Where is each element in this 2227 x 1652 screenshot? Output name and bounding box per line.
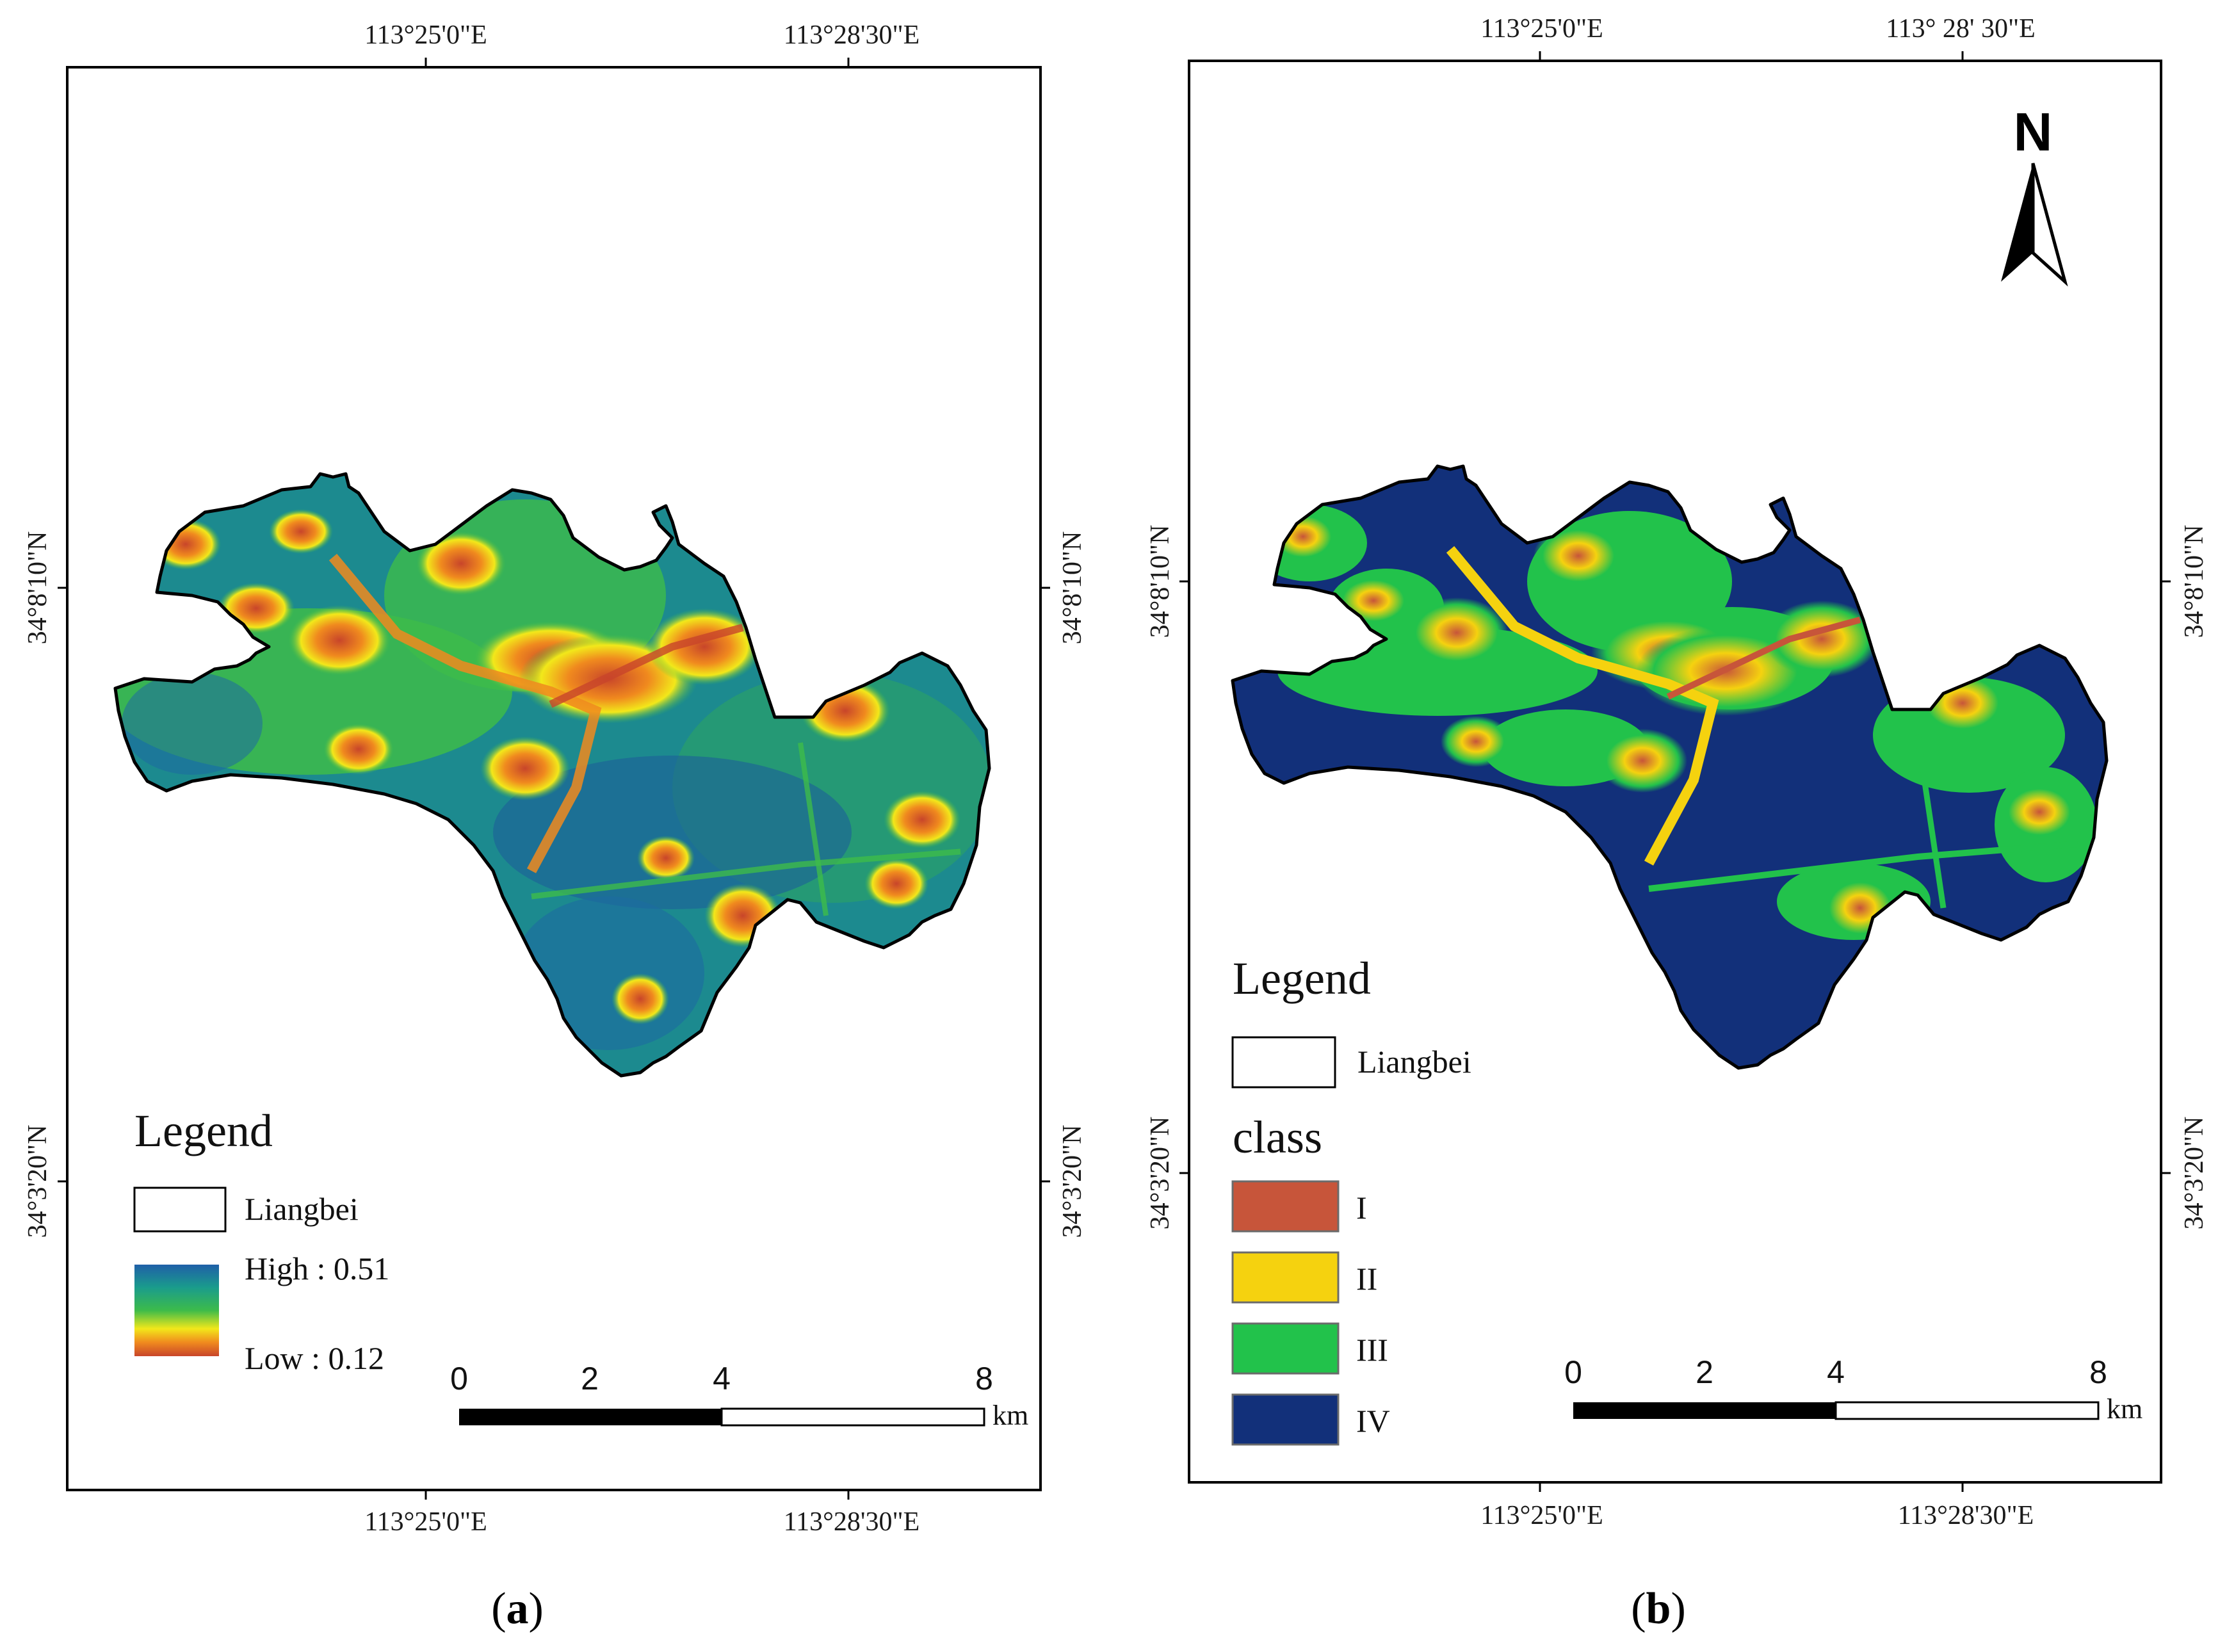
scale-tick-4: 4 bbox=[713, 1361, 731, 1397]
panel-b-label: (b) bbox=[1631, 1584, 1686, 1633]
bottom-lon-label-1: 113°25'0"E bbox=[364, 1507, 487, 1537]
legend-high-label: High : 0.51 bbox=[245, 1251, 389, 1286]
scale-tick-8: 8 bbox=[975, 1361, 993, 1397]
left-lat-label-2: 34°3'20"N bbox=[23, 1125, 53, 1238]
bottom-lon-label-2: 113°28'30"E bbox=[784, 1507, 920, 1537]
panel-b-scale-bar: 0 2 4 8 km bbox=[1564, 1354, 2142, 1425]
scale-segment-white bbox=[1834, 1401, 2100, 1420]
right-lat-label-2: 34°3'20"N bbox=[2180, 1117, 2209, 1230]
scale-tick-0: 0 bbox=[1564, 1354, 1582, 1390]
legend-low-label: Low : 0.12 bbox=[245, 1340, 384, 1376]
legend-boundary-swatch bbox=[133, 1186, 227, 1233]
scale-segment-black bbox=[1573, 1402, 1836, 1419]
legend-class-label-3: III bbox=[1356, 1332, 1388, 1368]
scale-segment-black bbox=[459, 1409, 722, 1425]
panel-a: 113°25'0"E 113°28'30"E 113°25'0"E 113°28… bbox=[23, 20, 1087, 1633]
legend-title: Legend bbox=[1233, 953, 1371, 1004]
legend-class-label-1: I bbox=[1356, 1190, 1367, 1226]
scale-unit: km bbox=[2107, 1393, 2142, 1425]
panel-a-legend: Legend Liangbei High : 0.51 Low : 0.12 bbox=[133, 1105, 389, 1376]
north-arrow-icon: N bbox=[2001, 102, 2068, 287]
right-lat-label-1: 34°8'10"N bbox=[2180, 525, 2209, 638]
scale-tick-4: 4 bbox=[1827, 1354, 1845, 1390]
left-lat-label-1: 34°8'10"N bbox=[23, 531, 53, 645]
legend-class-label-4: IV bbox=[1356, 1403, 1390, 1439]
legend-class-swatch-3 bbox=[1231, 1322, 1340, 1375]
scale-segment-white bbox=[720, 1407, 985, 1427]
legend-boundary-label: Liangbei bbox=[1357, 1044, 1471, 1080]
legend-boundary-swatch bbox=[1231, 1036, 1336, 1089]
north-arrow-label: N bbox=[2014, 102, 2053, 162]
panel-a-label: (a) bbox=[491, 1584, 544, 1633]
right-lat-label-1: 34°8'10"N bbox=[1058, 531, 1087, 645]
left-lat-label-2: 34°3'20"N bbox=[1146, 1117, 1175, 1230]
legend-class-swatch-1 bbox=[1231, 1180, 1340, 1233]
scale-unit: km bbox=[992, 1400, 1028, 1431]
scale-tick-2: 2 bbox=[1696, 1354, 1713, 1390]
left-lat-label-1: 34°8'10"N bbox=[1146, 525, 1175, 638]
top-lon-label-2: 113°28'30"E bbox=[784, 20, 920, 50]
legend-class-title: class bbox=[1233, 1112, 1322, 1163]
scale-tick-0: 0 bbox=[450, 1361, 468, 1397]
top-lon-label-1: 113°25'0"E bbox=[364, 20, 487, 50]
panel-b: 113°25'0"E 113° 28' 30"E 113°25'0"E 113°… bbox=[1146, 14, 2209, 1633]
legend-class-swatch-2 bbox=[1231, 1251, 1340, 1304]
scale-tick-8: 8 bbox=[2089, 1354, 2107, 1390]
legend-boundary-label: Liangbei bbox=[245, 1191, 359, 1227]
legend-class-label-2: II bbox=[1356, 1261, 1377, 1297]
bottom-lon-label-2: 113°28'30"E bbox=[1898, 1501, 2034, 1530]
panel-a-scale-bar: 0 2 4 8 km bbox=[450, 1361, 1028, 1431]
bottom-lon-label-1: 113°25'0"E bbox=[1480, 1501, 1603, 1530]
top-lon-label-2: 113° 28' 30"E bbox=[1886, 14, 2036, 44]
legend-color-ramp bbox=[134, 1265, 219, 1356]
right-lat-label-2: 34°3'20"N bbox=[1058, 1125, 1087, 1238]
legend-class-swatch-4 bbox=[1231, 1393, 1340, 1446]
scale-tick-2: 2 bbox=[581, 1361, 599, 1397]
legend-title: Legend bbox=[134, 1105, 273, 1156]
top-lon-label-1: 113°25'0"E bbox=[1480, 14, 1603, 44]
